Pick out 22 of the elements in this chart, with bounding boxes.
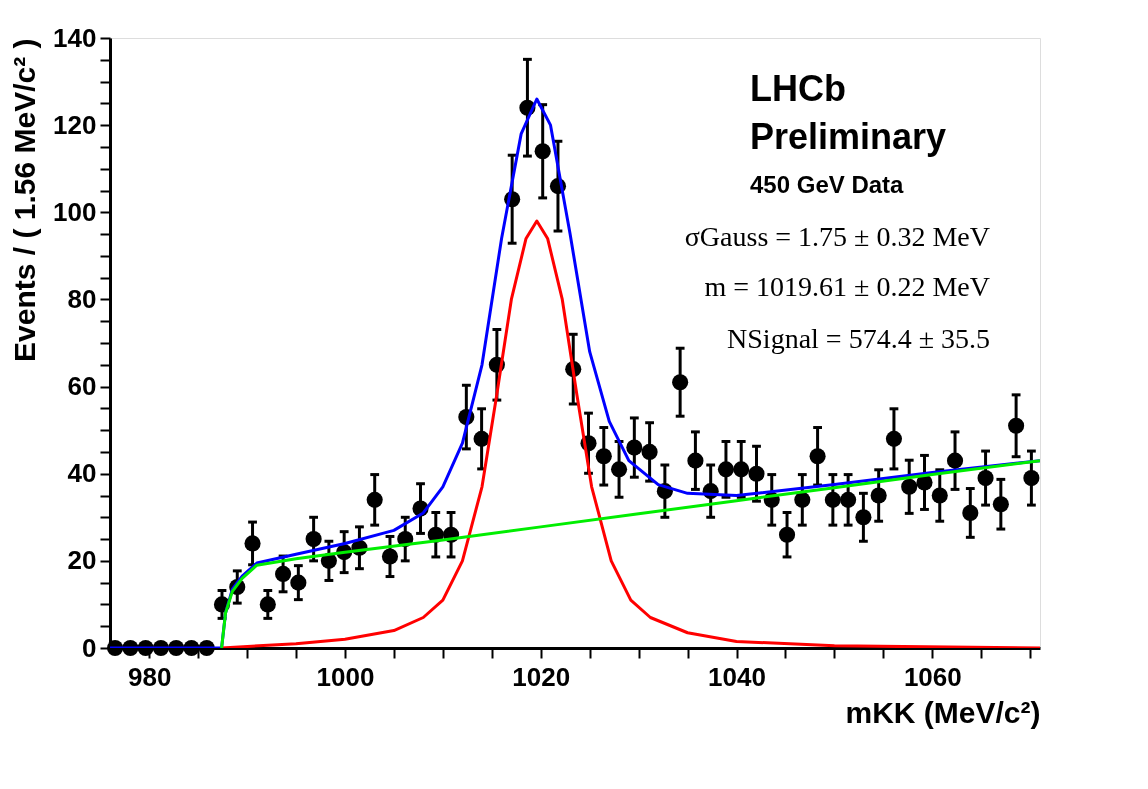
y-tick-label: 80 [67,283,97,314]
x-tick-label: 1000 [316,661,375,692]
y-tick-label: 0 [82,632,97,663]
x-tick-label: 1060 [903,661,962,692]
annotation: m = 1019.61 ± 0.22 MeV [704,271,990,302]
y-axis-title: Events / ( 1.56 MeV/c² ) [8,38,42,362]
annotation: Preliminary [750,116,947,157]
line-series [220,219,1040,648]
y-tick-label: 60 [67,371,97,402]
annotation: 450 GeV Data [750,171,905,198]
x-tick-label: 980 [127,661,172,692]
y-tick-label: 20 [67,545,97,576]
x-axis-title: mKK (MeV/c²) [845,695,1041,729]
y-tick-label: 100 [53,196,97,227]
y-tick-label: 140 [53,22,97,53]
y-tick-label: 120 [53,109,97,140]
annotation: LHCb [750,68,846,109]
annotation: NSignal = 574.4 ± 35.5 [727,323,990,354]
x-tick-label: 1020 [512,661,571,692]
x-tick-label: 1040 [708,661,766,692]
annotation: σGauss = 1.75 ± 0.32 MeV [684,221,990,252]
y-tick-label: 40 [67,458,97,489]
